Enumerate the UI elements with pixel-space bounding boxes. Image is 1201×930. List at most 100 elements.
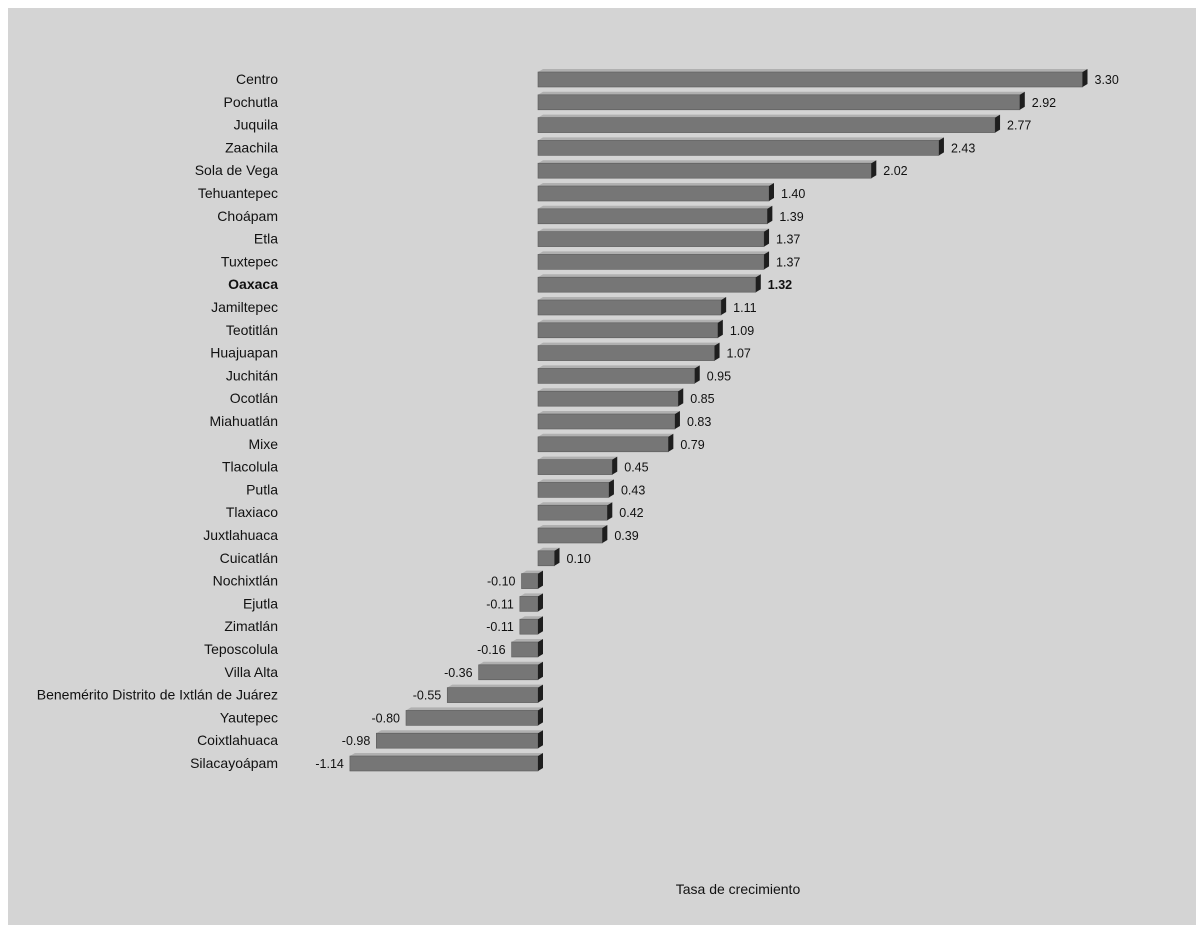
bar-side-face [995, 114, 1001, 133]
bar-top-face [478, 661, 543, 665]
bar-villa-alta [478, 661, 543, 681]
bar-front-face [537, 94, 1021, 111]
bar-front-face [537, 413, 676, 430]
category-label-mixe: Mixe [248, 436, 278, 452]
bar-pochutla [537, 91, 1025, 111]
bar-front-face [537, 254, 765, 270]
value-label-benemerito-distrito-de-ixtlan-de-juarez: -0.55 [413, 689, 442, 703]
bar-top-face [538, 319, 723, 323]
value-label-ejutla: -0.11 [486, 597, 514, 611]
category-label-cuicatlan: Cuicatlán [220, 550, 278, 566]
bar-yautepec [405, 707, 543, 726]
bar-side-face [538, 639, 543, 657]
value-label-jamiltepec: 1.11 [733, 301, 756, 315]
bar-top-face [538, 525, 608, 528]
bar-top-face [538, 251, 770, 255]
bar-top-face [538, 342, 720, 346]
category-label-huajuapan: Huajuapan [210, 345, 278, 361]
bar-tlaxiaco [537, 502, 613, 521]
bar-front-face [349, 755, 539, 772]
bar-top-face [538, 228, 770, 232]
value-label-zimatlan: -0.11 [486, 620, 514, 634]
bar-side-face [764, 228, 770, 247]
bar-silacayoapam [349, 753, 543, 772]
value-label-zaachila: 2.43 [951, 141, 975, 155]
bar-top-face [538, 547, 560, 551]
bar-top-face [538, 388, 684, 392]
bar-side-face [764, 251, 770, 270]
bar-side-face [769, 183, 774, 201]
category-label-ejutla: Ejutla [243, 595, 278, 611]
bar-side-face [538, 753, 543, 771]
bar-side-face [678, 388, 684, 407]
category-label-pochutla: Pochutla [224, 94, 279, 110]
bar-juquila [537, 114, 1001, 133]
bar-sola-de-vega [537, 160, 877, 179]
bar-side-face [674, 411, 680, 429]
category-label-miahuatlan: Miahuatlán [210, 413, 279, 429]
value-label-silacayoapam: -1.14 [315, 757, 344, 771]
bar-side-face [755, 274, 761, 293]
value-label-juquila: 2.77 [1007, 119, 1031, 133]
x-axis-label: Tasa de crecimiento [676, 881, 801, 897]
bar-miahuatlan [537, 411, 680, 430]
bar-side-face [721, 297, 727, 315]
bar-nochixtlan [521, 570, 543, 589]
bar-front-face [537, 162, 872, 179]
bar-huajuapan [537, 342, 720, 361]
bar-front-face [537, 185, 770, 202]
bar-side-face [538, 570, 543, 589]
bar-front-face [537, 550, 555, 567]
bar-front-face [537, 71, 1083, 88]
category-label-juchitan: Juchitán [226, 367, 278, 383]
bar-top-face [538, 502, 613, 506]
category-label-etla: Etla [254, 231, 278, 247]
bar-top-face [538, 205, 773, 209]
bar-side-face [538, 707, 543, 726]
labels-layer: Centro 3.30 Pochutla 2.92 Juquila 2.77 Zaachil… [37, 71, 1119, 771]
bar-top-face [538, 297, 727, 300]
bar-top-face [538, 69, 1088, 72]
bar-side-face [602, 525, 608, 543]
bar-jamiltepec [537, 297, 727, 316]
value-label-huajuapan: 1.07 [727, 347, 751, 361]
bar-side-face [717, 319, 723, 338]
bar-side-face [554, 547, 560, 566]
bar-coixtlahuaca [375, 730, 543, 749]
category-label-villa-alta: Villa Alta [225, 664, 279, 680]
category-label-jamiltepec: Jamiltepec [211, 299, 278, 315]
bar-top-face [538, 114, 1001, 118]
bar-top-face [538, 456, 618, 460]
bar-benemerito-distrito-de-ixtlan-de-juarez [446, 684, 543, 703]
bar-front-face [537, 436, 669, 453]
category-label-tlaxiaco: Tlaxiaco [226, 504, 278, 520]
chart-panel: Centro 3.30 Pochutla 2.92 Juquila 2.77 Zaachil… [8, 8, 1196, 925]
bar-front-face [478, 664, 539, 681]
bar-zaachila [537, 137, 944, 156]
bar-etla [537, 228, 770, 247]
category-label-zimatlan: Zimatlán [224, 618, 278, 634]
bar-front-face [537, 117, 996, 133]
bar-front-face [446, 687, 539, 703]
value-label-ocotlan: 0.85 [690, 392, 714, 406]
bar-side-face [694, 365, 700, 384]
bar-top-face [538, 411, 680, 414]
bar-side-face [1082, 69, 1088, 87]
category-label-silacayoapam: Silacayoápam [190, 755, 278, 771]
bar-side-face [871, 160, 877, 179]
value-label-tlaxiaco: 0.42 [619, 506, 643, 520]
bar-front-face [537, 368, 696, 384]
bar-tlacolula [537, 456, 618, 475]
value-label-oaxaca: 1.32 [768, 278, 792, 292]
category-label-zaachila: Zaachila [225, 139, 278, 155]
value-label-villa-alta: -0.36 [444, 666, 473, 680]
bars-layer [349, 69, 1088, 772]
bar-top-face [511, 639, 543, 642]
value-label-mixe: 0.79 [680, 438, 704, 452]
bar-mixe [537, 433, 674, 453]
bar-top-face [538, 274, 761, 278]
bar-top-face [406, 707, 543, 711]
value-label-choapam: 1.39 [779, 210, 803, 224]
value-label-juchitan: 0.95 [707, 369, 731, 383]
value-label-juxtlahuaca: 0.39 [614, 529, 638, 543]
